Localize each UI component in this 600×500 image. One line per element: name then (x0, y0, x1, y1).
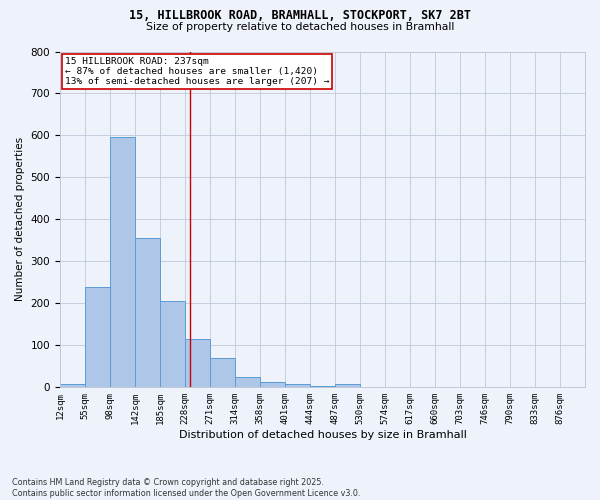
Bar (335, 384, 360, 388)
Bar (60, 384, 85, 388)
Bar (185, 339, 210, 388)
Bar (260, 382, 285, 388)
Bar (285, 384, 310, 388)
Bar (110, 136, 134, 388)
Bar (210, 358, 235, 388)
Text: Size of property relative to detached houses in Bramhall: Size of property relative to detached ho… (146, 22, 454, 32)
Bar (135, 238, 160, 388)
Bar (85, 286, 110, 388)
Bar (235, 377, 260, 388)
Text: Contains HM Land Registry data © Crown copyright and database right 2025.
Contai: Contains HM Land Registry data © Crown c… (12, 478, 361, 498)
Y-axis label: Number of detached properties: Number of detached properties (15, 138, 25, 302)
Bar (310, 386, 335, 388)
Text: 15 HILLBROOK ROAD: 237sqm
← 87% of detached houses are smaller (1,420)
13% of se: 15 HILLBROOK ROAD: 237sqm ← 87% of detac… (65, 56, 329, 86)
X-axis label: Distribution of detached houses by size in Bramhall: Distribution of detached houses by size … (179, 430, 466, 440)
Text: 15, HILLBROOK ROAD, BRAMHALL, STOCKPORT, SK7 2BT: 15, HILLBROOK ROAD, BRAMHALL, STOCKPORT,… (129, 9, 471, 22)
Bar (160, 302, 185, 388)
